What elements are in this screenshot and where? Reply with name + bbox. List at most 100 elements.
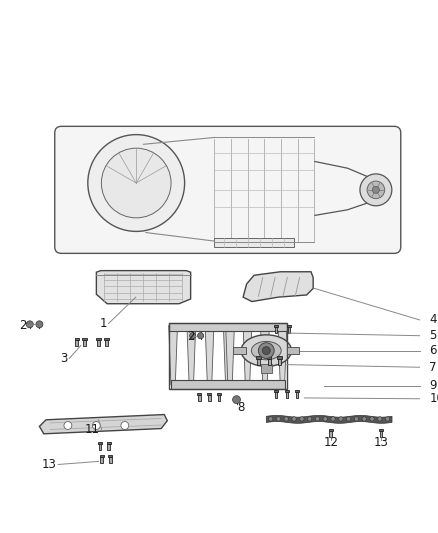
Text: 1: 1 [100, 317, 107, 330]
Bar [233, 347, 246, 354]
Circle shape [64, 422, 72, 430]
Text: 2: 2 [187, 330, 195, 343]
Text: 13: 13 [374, 436, 389, 449]
Bar [74, 338, 79, 340]
Circle shape [130, 176, 143, 190]
Bar [75, 340, 78, 346]
Bar [107, 444, 110, 449]
Ellipse shape [251, 342, 281, 360]
Bar [256, 357, 261, 359]
Bar [261, 364, 272, 374]
Bar [274, 390, 278, 392]
Circle shape [339, 417, 343, 421]
Text: 11: 11 [85, 423, 100, 436]
Bar [208, 395, 211, 401]
Bar [105, 340, 108, 346]
Bar [296, 392, 298, 398]
Circle shape [385, 417, 390, 421]
Circle shape [88, 135, 184, 231]
Text: 6: 6 [429, 344, 437, 357]
Polygon shape [278, 326, 287, 385]
Circle shape [315, 417, 320, 421]
Bar [98, 442, 102, 444]
Bar [287, 347, 299, 354]
Bar [278, 359, 281, 365]
Circle shape [36, 321, 43, 328]
Bar [171, 379, 285, 389]
Circle shape [360, 174, 392, 206]
Bar [99, 444, 101, 449]
Bar [295, 390, 299, 392]
Bar [285, 390, 289, 392]
Text: 3: 3 [60, 352, 68, 365]
Circle shape [346, 417, 351, 421]
Polygon shape [205, 326, 214, 385]
Bar [83, 340, 86, 346]
Circle shape [26, 321, 33, 328]
Bar [100, 455, 104, 457]
Circle shape [276, 417, 281, 421]
Circle shape [307, 417, 312, 421]
Bar [169, 324, 287, 332]
Text: 12: 12 [323, 436, 338, 449]
Circle shape [258, 343, 274, 359]
Circle shape [367, 181, 385, 199]
Bar [198, 395, 201, 401]
Circle shape [300, 417, 304, 421]
Circle shape [378, 417, 382, 421]
Circle shape [112, 159, 160, 207]
Circle shape [292, 417, 296, 421]
Text: 9: 9 [429, 379, 437, 392]
Bar [380, 431, 382, 437]
Bar [329, 431, 332, 437]
Bar [96, 338, 101, 340]
Circle shape [233, 395, 240, 403]
Bar [286, 392, 288, 398]
Bar [288, 327, 290, 333]
Text: 7: 7 [429, 361, 437, 374]
Bar [328, 429, 333, 431]
Bar [104, 338, 109, 340]
Bar [277, 357, 282, 359]
Polygon shape [223, 326, 232, 385]
Text: 8: 8 [237, 401, 244, 414]
Bar [109, 455, 112, 457]
Circle shape [92, 422, 100, 430]
Circle shape [121, 422, 129, 430]
Circle shape [372, 187, 379, 193]
Text: 10: 10 [429, 392, 438, 405]
Circle shape [331, 417, 335, 421]
Bar [274, 325, 278, 327]
Bar [109, 457, 112, 463]
Bar [257, 359, 260, 365]
Polygon shape [215, 238, 294, 247]
Circle shape [362, 417, 367, 421]
Bar [268, 359, 271, 365]
Bar [275, 392, 277, 398]
Circle shape [370, 417, 374, 421]
Text: 4: 4 [429, 313, 437, 326]
Circle shape [284, 417, 289, 421]
Polygon shape [243, 326, 252, 385]
Circle shape [354, 417, 359, 421]
Bar [97, 340, 100, 346]
Bar [82, 338, 87, 340]
Bar [275, 327, 277, 333]
Polygon shape [266, 415, 392, 423]
Text: 13: 13 [42, 458, 57, 471]
Bar [379, 429, 383, 431]
Polygon shape [243, 272, 313, 302]
Bar [197, 393, 201, 395]
Text: 5: 5 [429, 329, 437, 342]
Polygon shape [261, 326, 269, 385]
Polygon shape [96, 271, 191, 304]
Bar [218, 395, 220, 401]
Bar [106, 442, 110, 444]
Bar [287, 325, 291, 327]
Bar [207, 393, 212, 395]
Circle shape [323, 417, 328, 421]
Bar [217, 393, 221, 395]
Circle shape [262, 346, 270, 354]
Bar [267, 357, 272, 359]
Polygon shape [187, 326, 196, 385]
